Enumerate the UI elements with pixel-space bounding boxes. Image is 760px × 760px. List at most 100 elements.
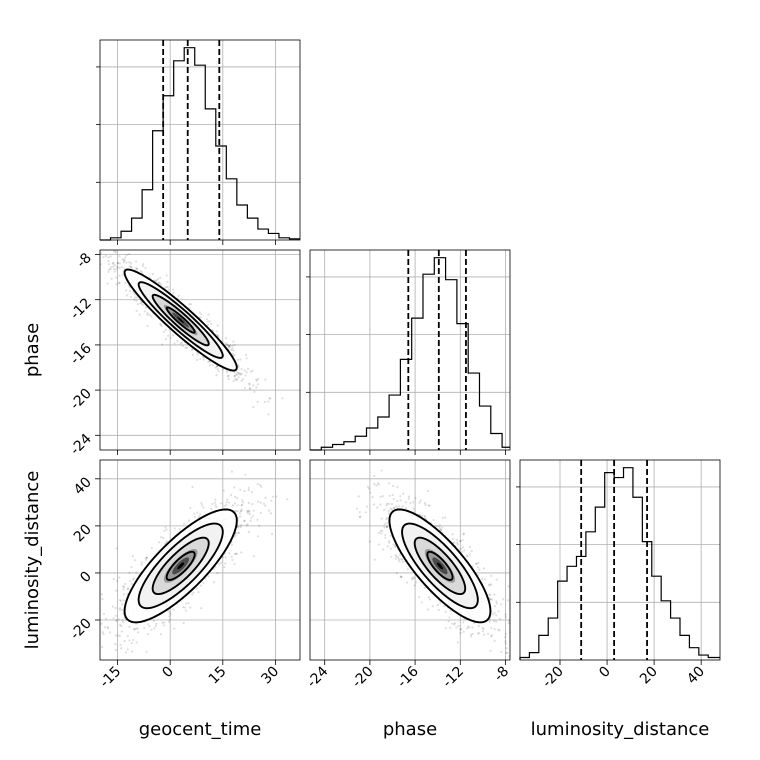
- scatter-point: [368, 487, 371, 490]
- scatter-point: [243, 519, 246, 523]
- scatter-point: [423, 516, 427, 519]
- scatter-point: [385, 502, 389, 505]
- scatter-point: [166, 285, 169, 289]
- scatter-point: [108, 268, 111, 271]
- scatter-point: [224, 337, 228, 340]
- scatter-point: [101, 631, 104, 634]
- scatter-point: [379, 503, 382, 506]
- scatter-point: [224, 562, 227, 565]
- scatter-point: [470, 633, 473, 636]
- scatter-point: [268, 397, 271, 400]
- scatter-point: [164, 328, 168, 331]
- scatter-point: [455, 626, 458, 629]
- scatter-point: [200, 313, 203, 316]
- scatter-point: [117, 261, 120, 265]
- scatter-point: [507, 585, 510, 588]
- scatter-point: [393, 506, 396, 510]
- scatter-point: [398, 560, 401, 563]
- scatter-point: [423, 514, 426, 518]
- scatter-point: [173, 627, 176, 630]
- scatter-point: [231, 344, 234, 347]
- scatter-point: [144, 306, 147, 309]
- scatter-point: [118, 282, 121, 285]
- scatter-point: [136, 268, 139, 271]
- scatter-point: [364, 511, 367, 514]
- scatter-point: [267, 400, 270, 403]
- scatter-point: [498, 629, 501, 632]
- scatter-point: [207, 313, 210, 316]
- scatter-point: [133, 298, 136, 301]
- scatter-point: [162, 330, 165, 333]
- scatter-point: [135, 296, 139, 299]
- scatter-point: [383, 523, 386, 526]
- scatter-point: [239, 488, 242, 491]
- scatter-point: [240, 504, 243, 507]
- scatter-point: [493, 628, 496, 631]
- scatter-point: [125, 254, 128, 257]
- scatter-point: [453, 541, 456, 545]
- scatter-point: [476, 566, 480, 569]
- scatter-point: [250, 516, 253, 519]
- scatter-point: [490, 634, 493, 637]
- scatter-point: [230, 348, 233, 351]
- scatter-point: [231, 352, 234, 355]
- scatter-point: [507, 621, 510, 625]
- scatter-point: [378, 531, 381, 534]
- histogram-step-luminosity_distance: [519, 467, 720, 660]
- scatter-point: [440, 528, 443, 531]
- scatter-point: [114, 251, 117, 254]
- scatter-point: [131, 578, 134, 581]
- scatter-point: [259, 483, 262, 487]
- scatter-point: [247, 486, 250, 489]
- scatter-point: [106, 625, 109, 629]
- scatter-point: [379, 495, 382, 498]
- scatter-point: [121, 258, 124, 261]
- scatter-point: [114, 634, 118, 637]
- scatter-point: [240, 508, 243, 511]
- scatter-point: [119, 643, 122, 647]
- scatter-point: [139, 302, 142, 305]
- scatter-point: [456, 541, 459, 544]
- scatter-point: [159, 633, 163, 636]
- scatter-point: [233, 502, 236, 505]
- scatter-point: [256, 535, 260, 538]
- scatter-point: [426, 489, 430, 493]
- scatter-point: [399, 495, 402, 498]
- scatter-point: [486, 632, 490, 635]
- scatter-point: [158, 282, 162, 285]
- density-level-5: [436, 562, 443, 570]
- scatter-point: [260, 485, 263, 488]
- scatter-point: [140, 270, 143, 274]
- scatter-point: [256, 400, 259, 403]
- scatter-point: [402, 492, 405, 495]
- scatter-point: [232, 340, 235, 343]
- scatter-point: [441, 526, 444, 529]
- scatter-point: [193, 515, 197, 519]
- scatter-point: [488, 583, 491, 586]
- scatter-point: [395, 555, 398, 558]
- scatter-point: [401, 505, 404, 508]
- scatter-point: [196, 511, 199, 514]
- scatter-point: [109, 266, 113, 269]
- scatter-point: [267, 413, 270, 416]
- scatter-point: [225, 343, 228, 346]
- scatter-point: [504, 640, 507, 643]
- scatter-point: [113, 263, 116, 266]
- scatter-point: [168, 615, 171, 618]
- scatter-point: [249, 370, 253, 373]
- scatter-point: [106, 282, 109, 285]
- scatter-point: [238, 373, 242, 376]
- scatter-point: [257, 500, 260, 503]
- scatter-point: [116, 266, 120, 269]
- scatter-point: [120, 647, 123, 650]
- scatter-point: [281, 397, 284, 400]
- scatter-point: [252, 555, 255, 558]
- scatter-point: [462, 630, 465, 633]
- scatter-point: [100, 622, 103, 625]
- scatter-point: [236, 504, 239, 507]
- scatter-point: [463, 549, 466, 552]
- scatter-point: [257, 378, 260, 381]
- scatter-point: [241, 499, 244, 502]
- scatter-point: [252, 509, 255, 512]
- scatter-point: [400, 557, 403, 561]
